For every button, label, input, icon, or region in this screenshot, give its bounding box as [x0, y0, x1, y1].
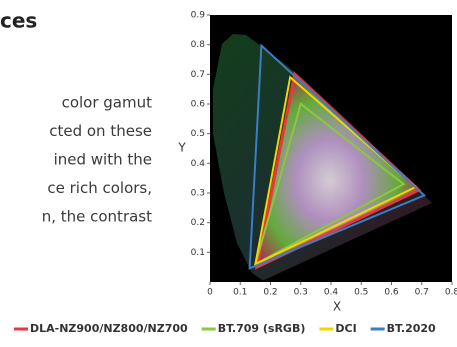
paragraph-line: ce rich colors,: [47, 179, 152, 197]
legend-label: DCI: [335, 322, 356, 335]
heading: ces: [0, 9, 37, 33]
x-tick-label: 0.7: [415, 288, 429, 298]
y-tick-label: 0.3: [191, 189, 205, 199]
x-tick-label: 0.8: [445, 288, 457, 298]
paragraph-line: cted on these: [49, 122, 152, 140]
x-tick-label: 0.2: [263, 288, 277, 298]
legend-label: DLA-NZ900/NZ800/NZ700: [30, 322, 188, 335]
legend-label: BT.2020: [387, 322, 436, 335]
y-tick-label: 0.8: [191, 40, 206, 50]
y-tick-label: 0.4: [191, 159, 206, 169]
y-axis-label: Y: [177, 141, 186, 155]
gamut-triangle: [253, 102, 406, 267]
paragraph-line: n, the contrast: [42, 208, 152, 226]
y-tick-label: 0.2: [191, 218, 205, 228]
gamut-triangle: [254, 75, 418, 266]
x-tick-label: 0.4: [324, 288, 339, 298]
y-tick-label: 0.1: [191, 248, 205, 258]
x-axis-label: X: [333, 300, 341, 314]
x-tick-label: 0.1: [233, 288, 247, 298]
x-tick-label: 0: [207, 288, 213, 298]
paragraph-line: color gamut: [62, 94, 153, 112]
x-tick-label: 0.3: [294, 288, 308, 298]
y-tick-label: 0.6: [191, 100, 206, 110]
y-tick-label: 0.9: [191, 11, 206, 21]
gamut-triangle: [248, 43, 426, 270]
paragraph-line: ined with the: [54, 151, 152, 169]
x-tick-label: 0.6: [384, 288, 399, 298]
legend-label: BT.709 (sRGB): [218, 322, 306, 335]
y-tick-label: 0.5: [191, 129, 205, 139]
y-tick-label: 0.7: [191, 70, 205, 80]
x-tick-label: 0.5: [354, 288, 368, 298]
